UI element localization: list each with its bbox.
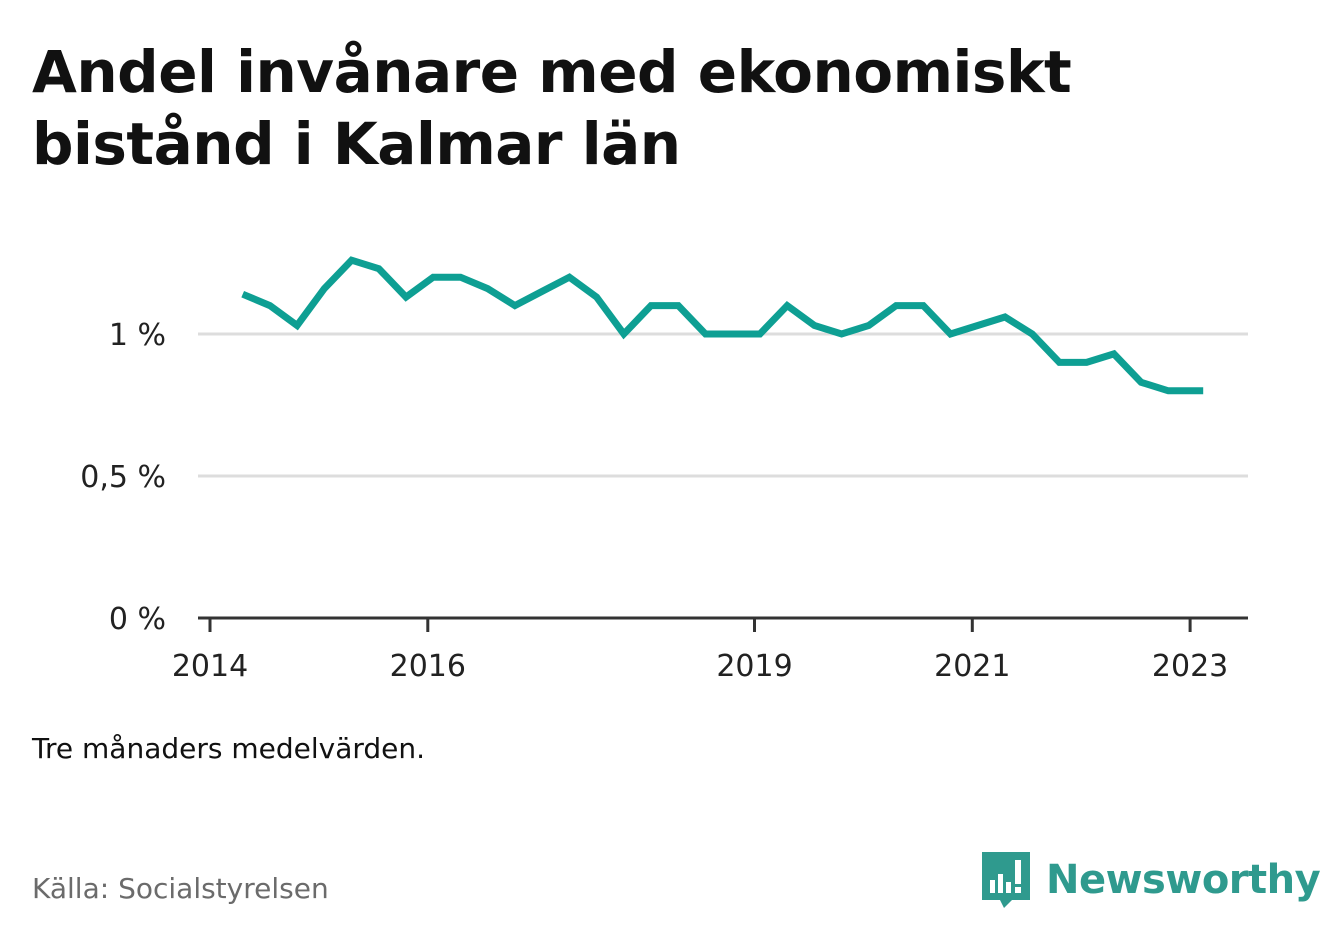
chart-title: Andel invånare med ekonomiskt bistånd i … xyxy=(32,38,1072,178)
line-chart: 0 % 0,5 % 1 % 2014 2016 2019 2021 2023 xyxy=(80,256,1248,684)
x-tick-label: 2019 xyxy=(716,649,792,684)
chart-note: Tre månaders medelvärden. xyxy=(32,732,426,765)
y-tick-label: 0 % xyxy=(109,602,166,637)
x-tick-label: 2023 xyxy=(1152,649,1228,684)
newsworthy-logo[interactable]: Newsworthy xyxy=(982,850,1321,910)
logo-text: Newsworthy xyxy=(1046,857,1321,903)
y-axis-labels: 0 % 0,5 % 1 % xyxy=(80,318,166,637)
source-text: Källa: Socialstyrelsen xyxy=(32,872,329,905)
series-line xyxy=(241,256,1204,395)
x-tick-label: 2016 xyxy=(390,649,466,684)
x-tick-label: 2021 xyxy=(934,649,1010,684)
gridlines xyxy=(198,332,1248,478)
bar-chart-speech-bubble-icon xyxy=(982,852,1030,908)
y-tick-label: 0,5 % xyxy=(80,460,166,495)
x-tick-label: 2014 xyxy=(172,649,248,684)
x-axis xyxy=(198,616,1248,632)
series-layer xyxy=(241,256,1204,395)
y-tick-label: 1 % xyxy=(109,318,166,353)
x-axis-labels: 2014 2016 2019 2021 2023 xyxy=(172,649,1228,684)
